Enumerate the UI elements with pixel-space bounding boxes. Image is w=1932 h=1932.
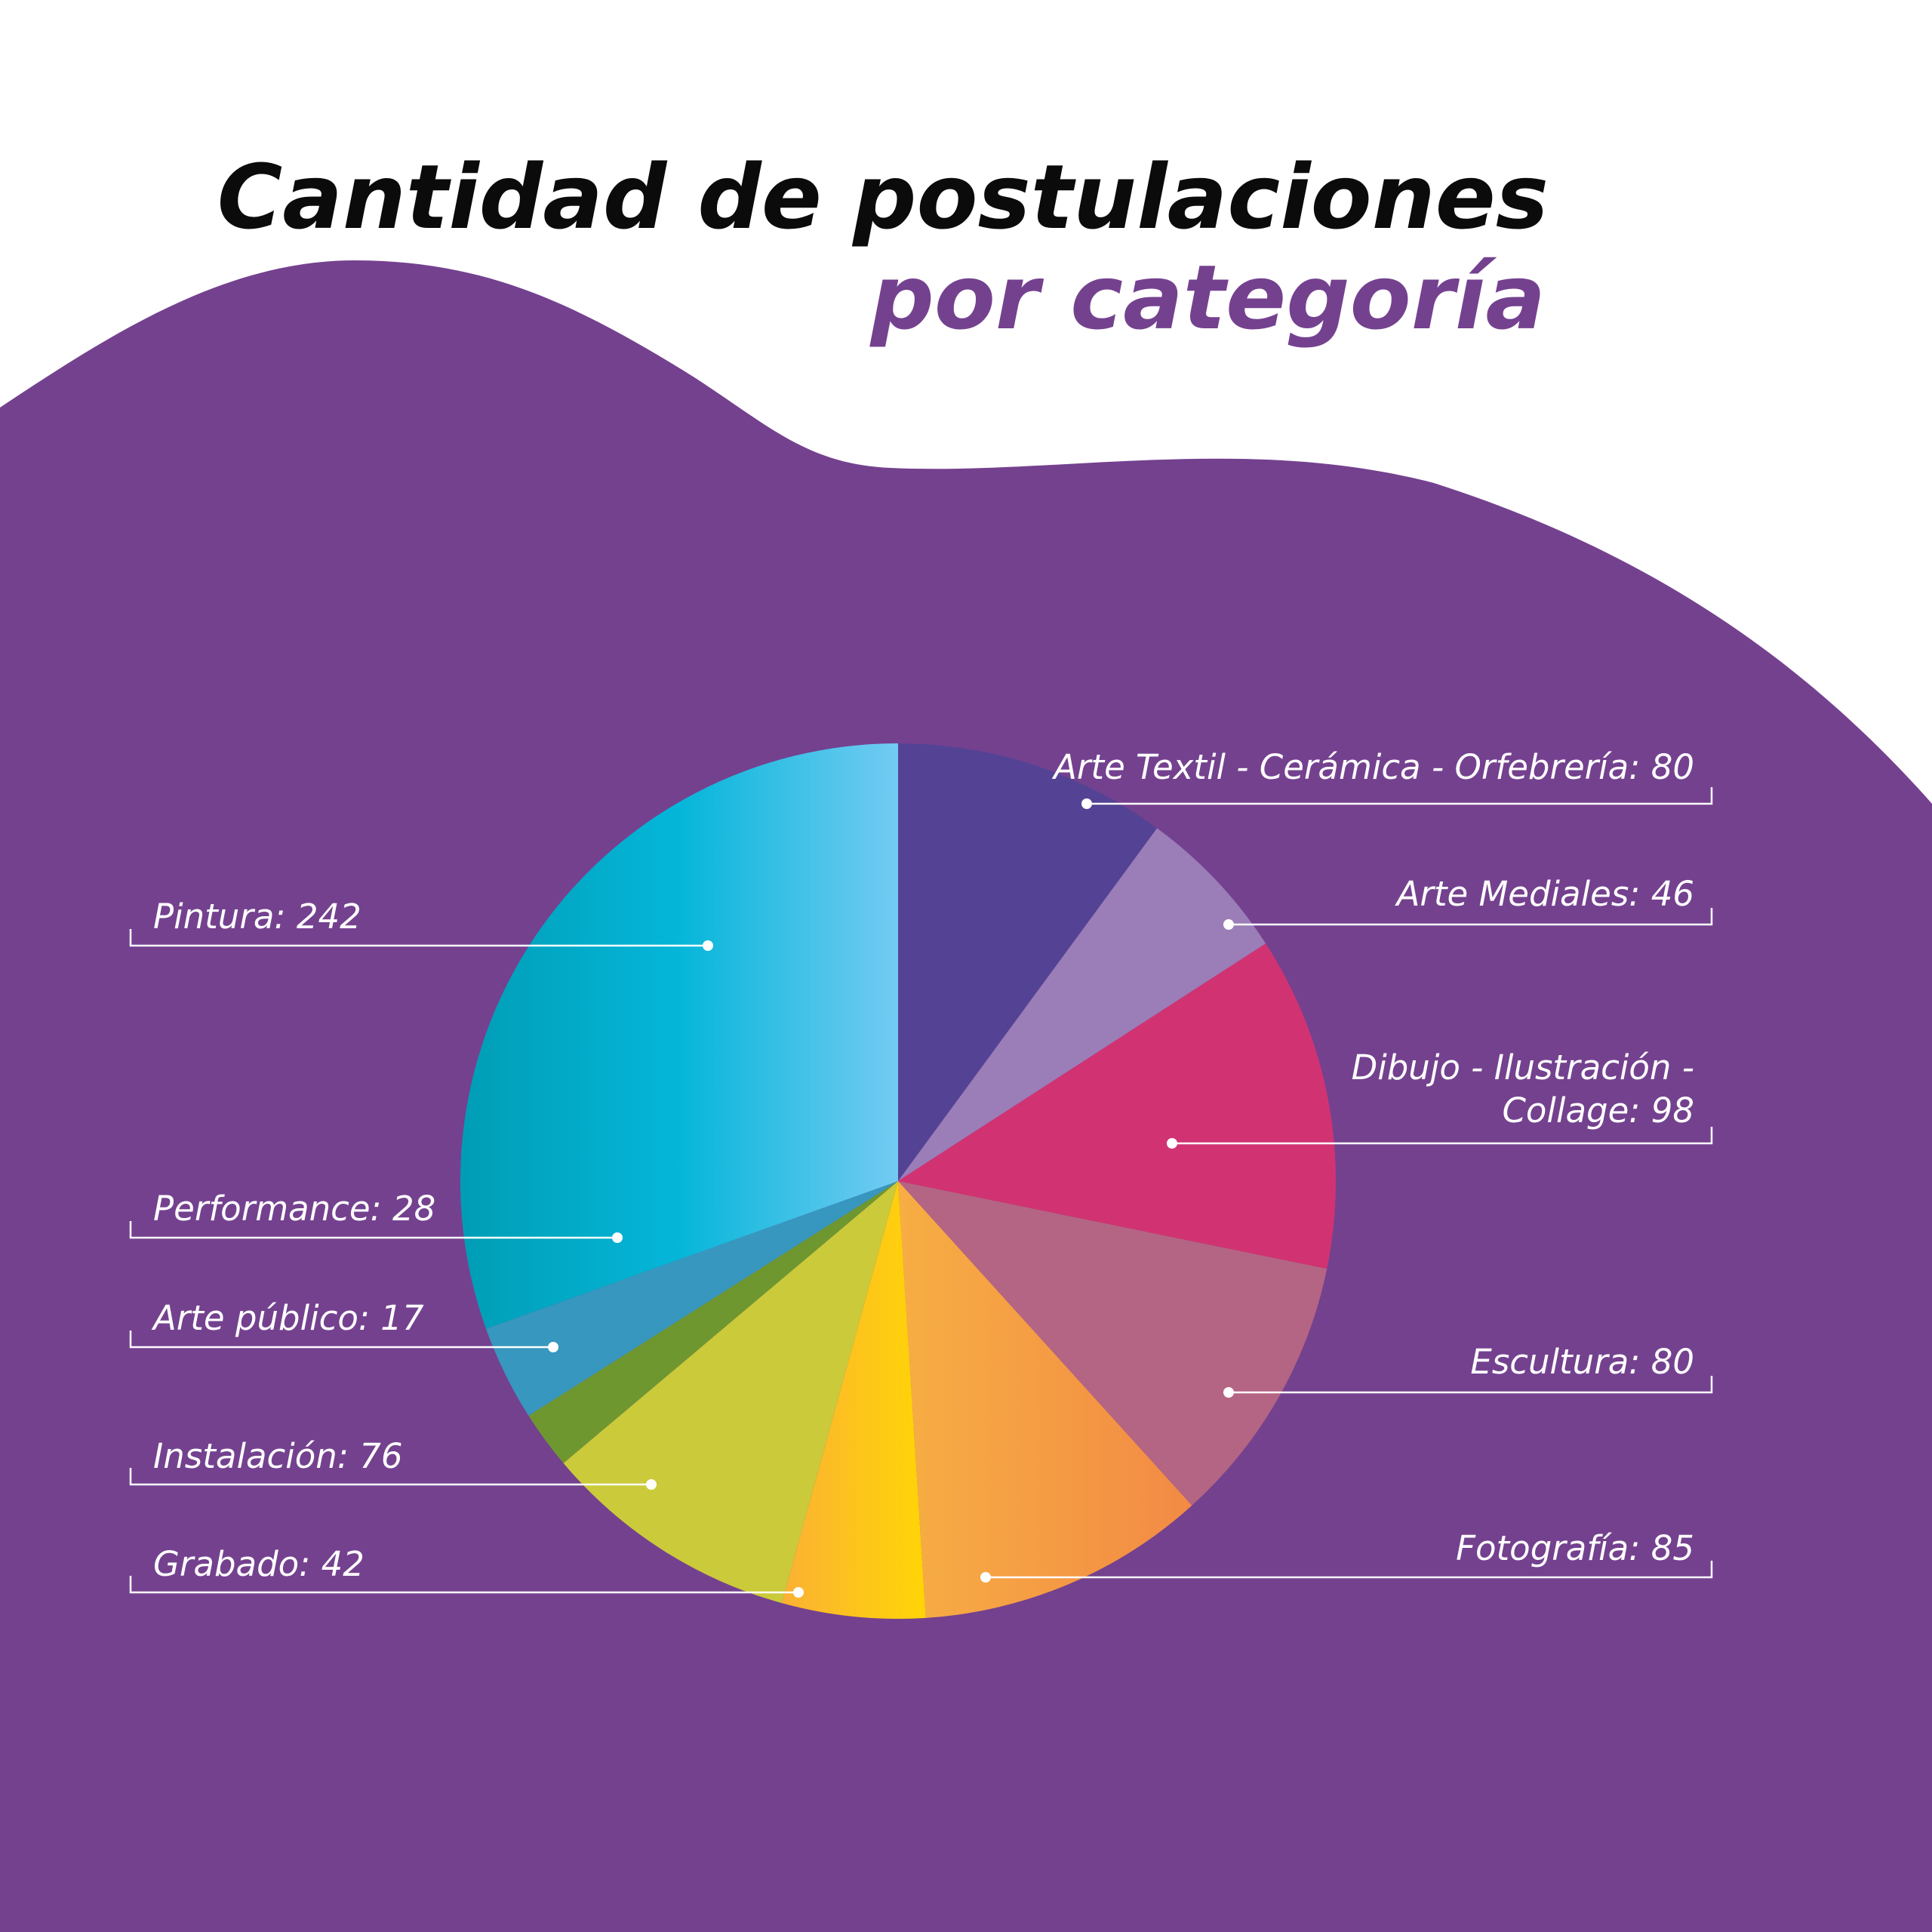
pie-slice-arte-publico: [528, 1181, 898, 1463]
slice-label-dibujo-ilustracion-collage-line-1: Dibujo - Ilustración -: [1352, 1048, 1694, 1088]
pie-slice-fotografia: [898, 1181, 1192, 1618]
leader-dot-instalacion: [646, 1479, 657, 1490]
leader-line-arte-textil-ceramica-orfebreria: [1087, 787, 1713, 805]
pie-slice-pintura: [460, 743, 898, 1329]
pie-slice-arte-mediales: [898, 828, 1266, 1181]
pie-slices: [460, 743, 1337, 1620]
leader-line-fotografia: [986, 1561, 1713, 1579]
slice-label-grabado: Grabado: 42: [153, 1544, 365, 1584]
pie-slice-arte-textil-ceramica-orfebreria: [898, 743, 1158, 1181]
pie-labels: Arte Textil - Cerámica - Orfebrería: 80 A…: [151, 747, 1694, 1584]
chart-title: Cantidad de postulaciones: [217, 145, 1549, 249]
leader-dot-arte-mediales: [1223, 919, 1234, 930]
pie-slice-grabado: [781, 1181, 926, 1620]
leader-line-arte-mediales: [1229, 908, 1713, 926]
leader-line-escultura: [1229, 1376, 1713, 1394]
slice-label-arte-textil-ceramica-orfebreria: Arte Textil - Cerámica - Orfebrería: 80: [1051, 747, 1694, 787]
leader-dot-pintura: [703, 940, 713, 951]
leader-line-arte-publico: [129, 1331, 553, 1349]
leader-line-instalacion: [129, 1468, 651, 1486]
leader-dot-dibujo-ilustracion-collage: [1167, 1138, 1177, 1149]
slice-label-escultura: Escultura: 80: [1470, 1342, 1694, 1382]
pie-slice-dibujo-ilustracion-collage: [898, 943, 1337, 1269]
slice-label-pintura: Pintura: 242: [153, 897, 361, 937]
slice-label-dibujo-ilustracion-collage-line-2: Collage: 98: [1502, 1091, 1694, 1131]
pie-leader-lines: [129, 787, 1713, 1598]
leader-dot-escultura: [1223, 1387, 1234, 1398]
leader-dot-arte-textil-ceramica-orfebreria: [1081, 798, 1092, 809]
slice-label-arte-publico: Arte público: 17: [151, 1298, 424, 1338]
leader-line-grabado: [129, 1576, 798, 1594]
slice-label-fotografia: Fotografía: 85: [1456, 1528, 1694, 1568]
leader-dot-performance: [612, 1232, 623, 1243]
pie-slice-performance: [486, 1181, 898, 1416]
chart-subtitle: por categoría: [869, 245, 1546, 349]
pie-slice-instalacion: [563, 1181, 898, 1604]
leader-line-pintura: [129, 929, 708, 947]
leader-dot-grabado: [793, 1587, 804, 1598]
slice-label-instalacion: Instalación: 76: [153, 1436, 403, 1476]
leader-line-performance: [129, 1221, 617, 1239]
leader-dot-arte-publico: [548, 1342, 558, 1352]
leader-line-dibujo-ilustracion-collage: [1172, 1127, 1713, 1145]
slice-label-performance: Performance: 28: [153, 1189, 435, 1229]
leader-dot-fotografia: [980, 1572, 991, 1583]
slice-label-arte-mediales: Arte Mediales: 46: [1395, 874, 1694, 914]
pie-slice-escultura: [898, 1181, 1327, 1506]
